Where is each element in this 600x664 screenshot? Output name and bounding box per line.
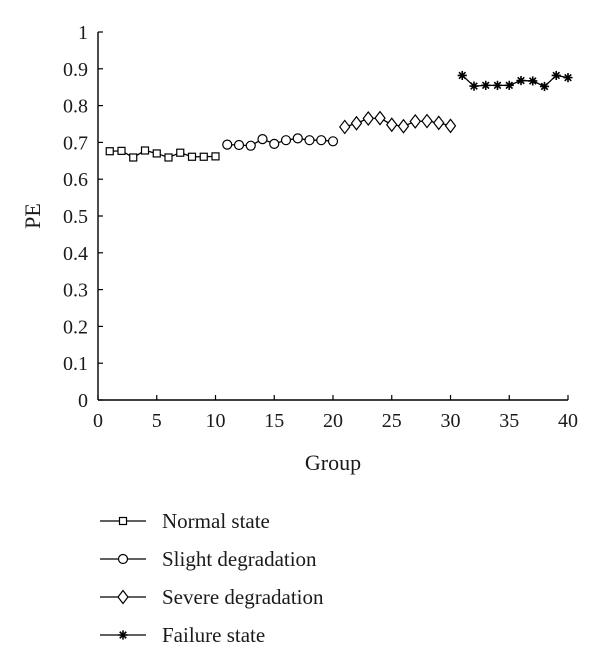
legend-marker-square [118, 516, 128, 526]
x-tick-label: 0 [93, 410, 103, 432]
data-point-diamond [362, 110, 375, 126]
legend: Normal state Slight degradation Severe deg… [100, 509, 324, 647]
y-tick-label: 0.6 [63, 169, 88, 191]
y-tick-label: 1 [78, 22, 88, 44]
data-point-star [516, 75, 526, 86]
data-point-diamond [421, 113, 433, 129]
data-point-star [563, 73, 573, 83]
y-tick-label: 0.8 [63, 96, 88, 118]
data-point-star [528, 76, 538, 86]
data-point-diamond [385, 117, 398, 133]
x-tick-label: 40 [558, 410, 578, 432]
x-tick-label: 20 [323, 410, 343, 432]
legend-item: Failure state [100, 623, 265, 647]
y-tick-label: 0.5 [63, 206, 88, 228]
x-tick-label: 10 [206, 410, 226, 432]
data-point-circle [292, 133, 303, 144]
data-point-star [551, 70, 561, 81]
legend-item: Slight degradation [100, 547, 317, 571]
data-point-star [457, 70, 467, 81]
data-point-square [164, 153, 173, 162]
x-tick-label: 15 [264, 410, 284, 432]
series-group [105, 70, 573, 162]
data-point-diamond [432, 115, 445, 131]
data-point-diamond [409, 113, 422, 129]
y-tick-label: 0.9 [63, 59, 88, 81]
series-star [457, 70, 573, 92]
x-tick-label: 35 [499, 410, 519, 432]
series-line [227, 137, 334, 147]
series-square [105, 146, 220, 162]
data-point-diamond [444, 118, 457, 134]
y-tick-label: 0.4 [63, 243, 88, 265]
y-tick-label: 0.2 [63, 316, 88, 338]
x-tick-label: 25 [382, 410, 402, 432]
data-point-diamond [397, 118, 410, 134]
data-point-circle [304, 135, 315, 146]
legend-label: Slight degradation [162, 547, 317, 571]
data-point-square [152, 149, 161, 158]
data-point-star [504, 80, 514, 90]
series-line [109, 149, 216, 159]
x-tick-label: 5 [152, 410, 162, 432]
y-tick-label: 0.1 [63, 353, 88, 375]
x-tick-label: 30 [441, 410, 461, 432]
y-tick-label: 0 [78, 390, 88, 412]
data-point-square [199, 152, 208, 161]
legend-label: Normal state [162, 509, 270, 533]
data-point-star [469, 81, 479, 91]
series-diamond [338, 110, 457, 135]
data-point-circle [222, 139, 233, 150]
data-point-square [105, 147, 114, 156]
data-point-diamond [338, 119, 351, 135]
y-axis-title: PE [20, 203, 45, 229]
data-point-square [129, 153, 138, 162]
x-axis-title: Group [305, 450, 361, 475]
series-line [461, 74, 569, 88]
data-point-square [176, 148, 185, 157]
data-point-diamond [350, 115, 363, 131]
legend-label: Failure state [162, 623, 265, 647]
data-point-star [481, 80, 491, 90]
legend-marker-diamond [117, 589, 129, 605]
legend-marker-circle [117, 553, 129, 565]
legend-label: Severe degradation [162, 585, 324, 609]
data-point-square [140, 146, 150, 155]
data-point-circle [233, 139, 245, 151]
data-point-circle [280, 135, 292, 146]
data-point-square [187, 152, 197, 161]
data-point-circle [257, 133, 268, 145]
axes: 0 5 10 15 20 25 30 35 40 0 0.1 0.2 0.3 0.4 0.5 0.6 0.7 0.… [20, 22, 578, 475]
y-tick-label: 0.3 [63, 280, 88, 302]
data-point-star [492, 80, 503, 90]
data-point-diamond [374, 110, 386, 126]
y-tick-label: 0.7 [63, 132, 88, 154]
data-point-circle [269, 138, 280, 149]
data-point-square [117, 146, 126, 155]
legend-marker-star [118, 630, 128, 640]
data-point-circle [327, 136, 339, 147]
series-circle [222, 133, 339, 151]
data-point-star [539, 81, 550, 92]
data-point-circle [316, 135, 327, 146]
legend-item: Normal state [100, 509, 270, 533]
data-point-square [211, 152, 220, 161]
legend-item: Severe degradation [100, 585, 324, 609]
data-point-circle [245, 140, 256, 151]
series-line [344, 117, 451, 128]
